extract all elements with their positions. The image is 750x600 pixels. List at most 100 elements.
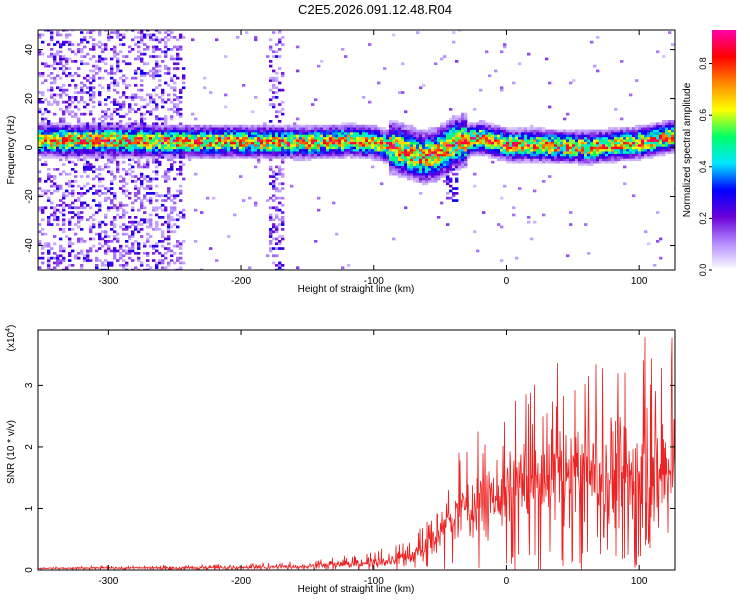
spectrogram-cell <box>620 148 624 152</box>
spectrogram-cell <box>404 170 408 174</box>
spectrogram-cell <box>209 124 213 128</box>
spectrogram-cell <box>74 170 78 174</box>
spectrogram-cell <box>545 148 549 152</box>
spectrogram-cell <box>293 129 297 133</box>
spectrogram-cell <box>584 144 588 147</box>
spectrogram-cell <box>143 43 147 46</box>
spectrogram-cell <box>410 148 414 152</box>
spectrogram-cell <box>461 141 465 145</box>
spectrogram-cell <box>659 127 663 130</box>
spectrogram-cell <box>113 223 117 226</box>
spectrogram-cell <box>62 136 66 140</box>
spectrogram-cell <box>416 172 420 176</box>
spectrogram-cell <box>497 124 501 128</box>
spectrogram-cell <box>449 146 453 150</box>
spectrogram-cell <box>446 124 450 128</box>
spectrogram-cell <box>401 172 405 176</box>
spectrogram-cell <box>656 122 660 126</box>
spectrogram-cell <box>167 220 171 224</box>
spectrogram-cell <box>461 144 465 147</box>
spectrogram-cell <box>116 108 120 111</box>
spectrogram-cell <box>605 156 609 159</box>
spectrogram-cell <box>140 144 144 147</box>
spectrogram-cell <box>176 240 180 243</box>
spectrogram-cell <box>209 91 213 94</box>
spectrogram-cell <box>272 129 276 133</box>
spectrogram-cell <box>254 151 258 154</box>
spectrogram-cell <box>161 132 165 135</box>
spectrogram-cell <box>137 151 141 154</box>
spectrogram-cell <box>371 153 375 157</box>
spectrogram-cell <box>401 141 405 145</box>
spectrogram-cell <box>593 64 597 68</box>
spectrogram-cell <box>602 153 606 157</box>
spectrogram-cell <box>143 127 147 130</box>
spectrogram-cell <box>335 136 339 140</box>
spectrogram-cell <box>89 237 93 241</box>
spectrogram-cell <box>608 127 612 130</box>
spectrogram-cell <box>455 148 459 152</box>
spectrogram-cell <box>467 156 471 159</box>
spectrogram-cell <box>251 148 255 152</box>
spectrogram-cell <box>68 129 72 133</box>
spectrogram-cell <box>50 268 54 270</box>
spectrogram-cell <box>83 240 87 243</box>
spectrogram-cell <box>227 235 231 238</box>
spectrogram-cell <box>269 165 273 169</box>
spectrogram-cell <box>389 170 393 174</box>
spectrogram-cell <box>665 132 669 135</box>
spectrogram-cell <box>68 146 72 150</box>
spectrogram-cell <box>200 134 204 138</box>
spectrogram-cell <box>170 151 174 154</box>
spectrogram-cell <box>464 153 468 157</box>
spectrogram-cell <box>56 187 60 190</box>
spectrogram-cell <box>377 132 381 135</box>
spectrogram-cell <box>323 141 327 145</box>
spectrogram-cell <box>602 144 606 147</box>
spectrogram-cell <box>266 153 270 157</box>
spectrogram-cell <box>47 120 51 123</box>
spectrogram-cell <box>68 96 72 99</box>
spectrogram-cell <box>131 93 135 97</box>
spectrogram-cell <box>539 129 543 133</box>
spectrogram-cell <box>173 139 177 142</box>
spectrogram-cell <box>170 86 174 90</box>
spectrogram-cell <box>503 146 507 150</box>
spectrogram-cell <box>62 223 66 226</box>
spectrogram-cell <box>443 127 447 130</box>
spectrogram-cell <box>140 57 144 61</box>
spectrogram-cell <box>149 38 153 42</box>
spectrogram-cell <box>353 124 357 128</box>
spectrogram-cell <box>101 50 105 54</box>
spectrogram-cell <box>86 151 90 154</box>
spectrogram-cell <box>308 153 312 157</box>
spectrogram-cell <box>443 124 447 128</box>
spectrogram-cell <box>98 237 102 241</box>
spectrogram-cell <box>170 153 174 157</box>
spectrogram-cell <box>443 141 447 145</box>
spectrogram-cell <box>269 156 273 159</box>
spectrogram-cell <box>131 220 135 224</box>
spectrogram-cell <box>155 144 159 147</box>
spectrogram-cell <box>551 134 555 138</box>
spectrogram-cell <box>161 144 165 147</box>
spectrogram-cell <box>584 148 588 152</box>
spectrogram-cell <box>203 148 207 152</box>
spectrogram-cell <box>200 141 204 145</box>
spectrogram-cell <box>485 132 489 135</box>
spectrogram-cell <box>194 208 198 212</box>
spectrogram-cell <box>392 134 396 138</box>
spectrogram-cell <box>59 261 63 265</box>
spectrogram-cell <box>161 98 165 102</box>
spectrogram-cell <box>191 146 195 150</box>
spectrogram-cell <box>107 129 111 133</box>
spectrogram-cell <box>293 139 297 142</box>
spectrogram-cell <box>143 132 147 135</box>
spectrogram-cell <box>365 139 369 142</box>
spectrogram-cell <box>449 158 453 162</box>
spectrogram-cell <box>95 148 99 152</box>
spectrogram-cell <box>557 151 561 154</box>
spectrogram-cell <box>518 148 522 152</box>
spectrogram-cell <box>512 153 516 157</box>
